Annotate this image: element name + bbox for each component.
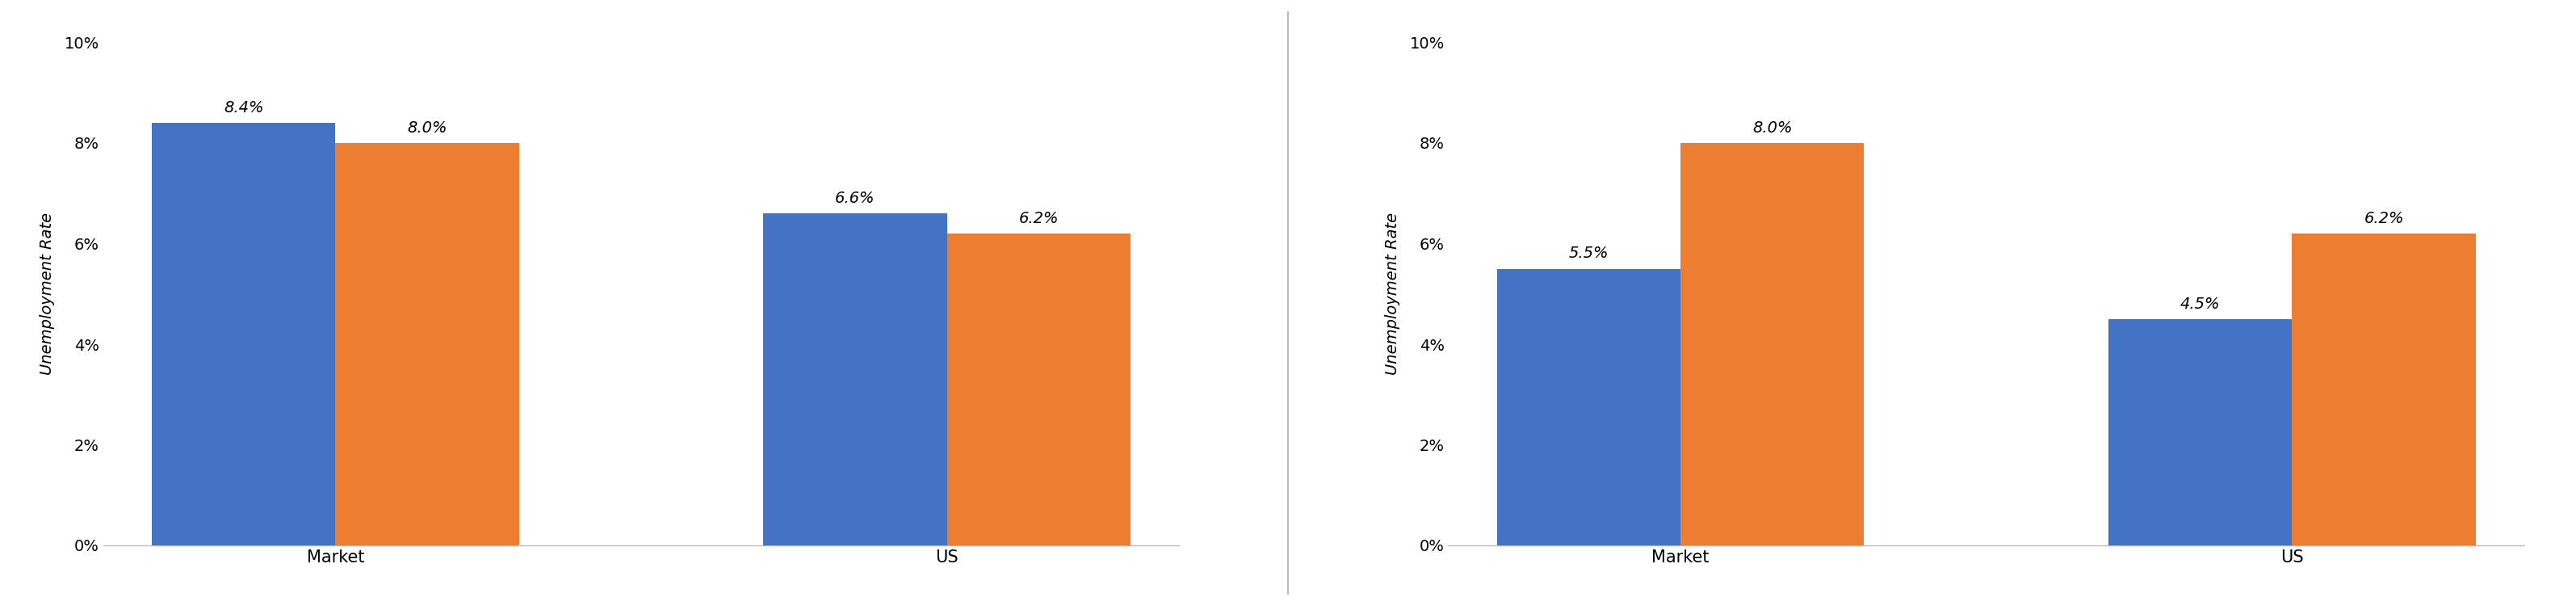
Text: 6.2%: 6.2%: [1018, 211, 1059, 226]
Bar: [1680, 143, 1865, 545]
Bar: [762, 213, 948, 545]
Y-axis label: Unemployment Rate: Unemployment Rate: [39, 213, 54, 375]
Bar: [948, 233, 1131, 545]
Text: 8.4%: 8.4%: [224, 100, 263, 115]
Bar: [2110, 319, 2293, 545]
Text: 8.0%: 8.0%: [1752, 120, 1793, 136]
Text: 8.0%: 8.0%: [407, 120, 448, 136]
Text: 6.6%: 6.6%: [835, 190, 876, 206]
Text: 6.2%: 6.2%: [2365, 211, 2403, 226]
Bar: [335, 143, 518, 545]
Bar: [2293, 233, 2476, 545]
Y-axis label: Unemployment Rate: Unemployment Rate: [1386, 213, 1401, 375]
Text: 5.5%: 5.5%: [1569, 246, 1610, 261]
Bar: [152, 123, 335, 545]
Text: 4.5%: 4.5%: [2179, 296, 2221, 311]
Bar: [1497, 269, 1680, 545]
